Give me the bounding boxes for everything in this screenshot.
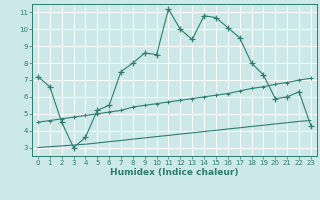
X-axis label: Humidex (Indice chaleur): Humidex (Indice chaleur) bbox=[110, 168, 239, 177]
